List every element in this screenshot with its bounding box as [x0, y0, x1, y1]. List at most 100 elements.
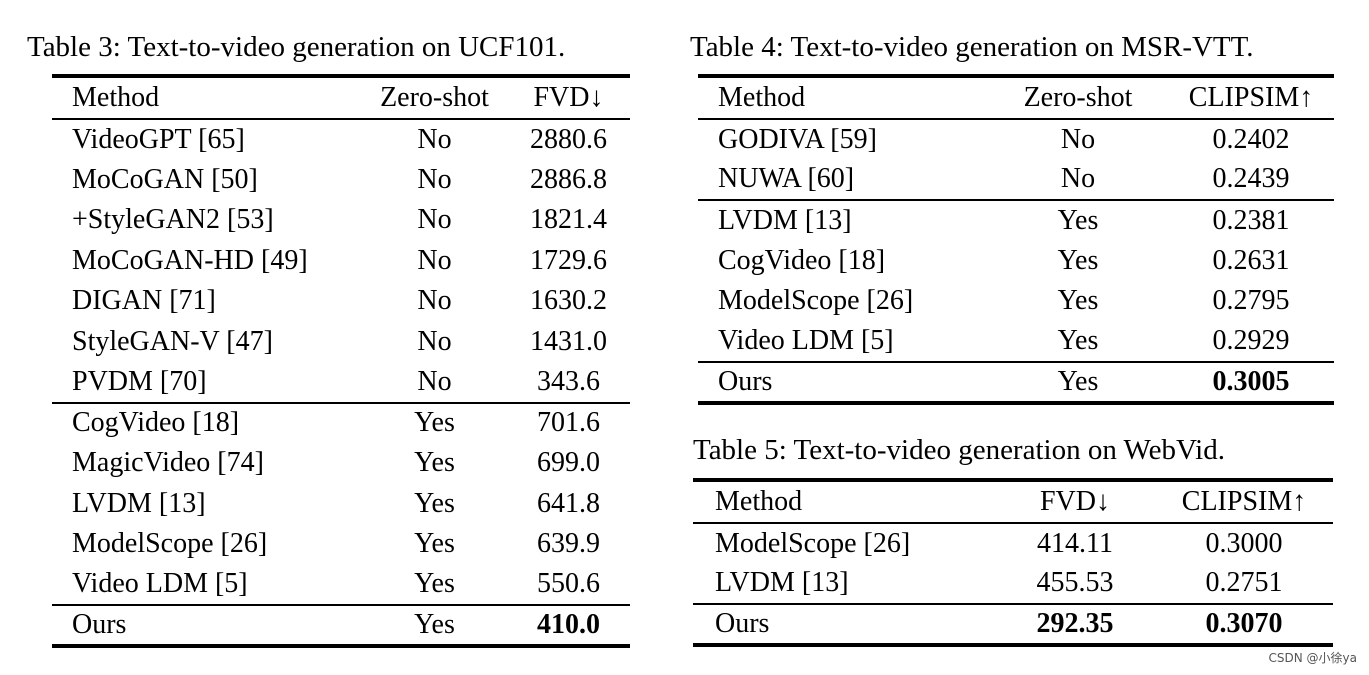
table-row: LVDM [13] Yes 0.2381: [698, 200, 1334, 241]
table-3: Method Zero-shot FVD↓ VideoGPT [65] No 2880.6…: [52, 74, 630, 648]
table-row: GODIVA [59] No 0.2402: [698, 119, 1334, 160]
method-cell: ModelScope [26]: [72, 528, 268, 560]
column-header: FVD↓: [1039, 486, 1110, 517]
table-row: NUWA [60] No 0.2439: [698, 160, 1334, 201]
method-cell: Ours: [718, 365, 773, 397]
value-cell: 0.2751: [1205, 567, 1283, 599]
method-cell: Video LDM [5]: [718, 325, 894, 357]
header-row: Method Zero-shot CLIPSIM↑: [698, 76, 1334, 119]
table-row: MoCoGAN-HD [49] No 1729.6: [52, 241, 630, 282]
value-cell: 292.35: [995, 604, 1155, 645]
table-5-caption: Table 5: Text-to-video generation on Web…: [693, 434, 1225, 466]
column-header: Zero-shot: [380, 82, 489, 113]
table-5: Method FVD↓ CLIPSIM↑ ModelScope [26] 414.11 0…: [693, 478, 1333, 647]
value-cell: 0.3005: [1168, 362, 1334, 403]
value-cell: No: [417, 163, 452, 195]
row-group: ModelScope [26] 414.11 0.3000 LVDM [13] 455.…: [693, 523, 1333, 604]
value-cell: No: [417, 325, 452, 357]
method-cell: CogVideo [18]: [72, 407, 240, 439]
value-cell: 641.8: [537, 487, 600, 519]
table-row: CogVideo [18] Yes 0.2631: [698, 241, 1334, 282]
best-value: 0.3070: [1205, 607, 1283, 639]
table-3-caption: Table 3: Text-to-video generation on UCF…: [27, 31, 566, 63]
table-row: Ours Yes 410.0: [52, 605, 630, 646]
value-cell: Yes: [1057, 365, 1099, 397]
table-row: PVDM [70] No 343.6: [52, 362, 630, 403]
row-group: Ours Yes 410.0: [52, 605, 630, 646]
value-cell: 1630.2: [530, 285, 607, 317]
value-cell: 414.11: [1037, 527, 1113, 559]
method-cell: MagicVideo [74]: [72, 447, 264, 479]
value-cell: 455.53: [1036, 567, 1114, 599]
value-cell: No: [417, 204, 452, 236]
row-group: LVDM [13] Yes 0.2381 CogVideo [18] Yes 0.2631…: [698, 200, 1334, 362]
table-row: Video LDM [5] Yes 550.6: [52, 565, 630, 606]
value-cell: No: [417, 365, 452, 397]
value-cell: No: [417, 244, 452, 276]
table-row: MagicVideo [74] Yes 699.0: [52, 443, 630, 484]
header-row: Method Zero-shot FVD↓: [52, 76, 630, 119]
value-cell: Yes: [414, 608, 455, 640]
method-cell: PVDM [70]: [72, 365, 207, 397]
value-cell: No: [1060, 163, 1096, 195]
value-cell: Yes: [414, 447, 455, 479]
method-cell: LVDM [13]: [72, 487, 206, 519]
column-header: CLIPSIM↑: [1188, 82, 1314, 113]
method-cell: Video LDM [5]: [72, 568, 248, 600]
column-header: FVD↓: [533, 82, 604, 113]
table-row: Ours 292.35 0.3070: [693, 604, 1333, 645]
table-row: LVDM [13] 455.53 0.2751: [693, 564, 1333, 605]
value-cell: 550.6: [537, 568, 600, 600]
value-cell: 1821.4: [530, 204, 607, 236]
method-cell: LVDM [13]: [718, 204, 852, 236]
best-value: 410.0: [537, 608, 600, 640]
best-value: 0.3005: [1212, 365, 1290, 397]
table-4-block: Table 4: Text-to-video generation on MSR…: [690, 30, 1345, 405]
value-cell: 343.6: [537, 365, 600, 397]
value-cell: 0.2929: [1212, 325, 1290, 357]
column-header: Method: [72, 82, 160, 113]
value-cell: Yes: [1057, 204, 1099, 236]
table-4: Method Zero-shot CLIPSIM↑ GODIVA [59] No 0.24…: [698, 74, 1334, 405]
value-cell: 0.2381: [1212, 204, 1290, 236]
watermark: CSDN @小徐ya: [1268, 651, 1357, 665]
value-cell: 0.2402: [1212, 123, 1290, 155]
value-cell: 699.0: [537, 447, 600, 479]
method-cell: GODIVA [59]: [718, 123, 877, 155]
value-cell: 1431.0: [530, 325, 607, 357]
best-value: 292.35: [1036, 607, 1114, 639]
value-cell: No: [1060, 123, 1096, 155]
row-group: GODIVA [59] No 0.2402 NUWA [60] No 0.2439: [698, 119, 1334, 200]
table-row: Video LDM [5] Yes 0.2929: [698, 322, 1334, 363]
table-row: ModelScope [26] Yes 639.9: [52, 524, 630, 565]
value-cell: Yes: [414, 528, 455, 560]
method-cell: ModelScope [26]: [718, 285, 914, 317]
value-cell: 0.2795: [1212, 285, 1290, 317]
column-header: Method: [715, 486, 803, 517]
table-row: DIGAN [71] No 1630.2: [52, 281, 630, 322]
row-group: CogVideo [18] Yes 701.6 MagicVideo [74] Yes 6…: [52, 402, 630, 606]
method-cell: CogVideo [18]: [718, 244, 886, 276]
table-row: MoCoGAN [50] No 2886.8: [52, 160, 630, 201]
row-group: Ours Yes 0.3005: [698, 362, 1334, 403]
value-cell: No: [417, 123, 452, 155]
value-cell: No: [417, 285, 452, 317]
method-cell: MoCoGAN [50]: [72, 163, 258, 195]
value-cell: Yes: [1057, 244, 1099, 276]
value-cell: Yes: [1057, 325, 1099, 357]
table-5-block: Table 5: Text-to-video generation on Web…: [693, 433, 1333, 647]
table-row: CogVideo [18] Yes 701.6: [52, 402, 630, 444]
table-row: ModelScope [26] Yes 0.2795: [698, 281, 1334, 322]
value-cell: 0.3000: [1205, 527, 1283, 559]
table-3-block: Table 3: Text-to-video generation on UCF…: [27, 30, 657, 648]
value-cell: Yes: [414, 407, 455, 439]
value-cell: Yes: [414, 487, 455, 519]
header-row: Method FVD↓ CLIPSIM↑: [693, 480, 1333, 523]
table-row: StyleGAN-V [47] No 1431.0: [52, 322, 630, 363]
method-cell: Ours: [715, 607, 770, 639]
method-cell: LVDM [13]: [715, 567, 849, 599]
value-cell: Yes: [1057, 285, 1099, 317]
column-header: Zero-shot: [1023, 82, 1133, 113]
method-cell: Ours: [72, 608, 127, 640]
table-row: VideoGPT [65] No 2880.6: [52, 119, 630, 160]
